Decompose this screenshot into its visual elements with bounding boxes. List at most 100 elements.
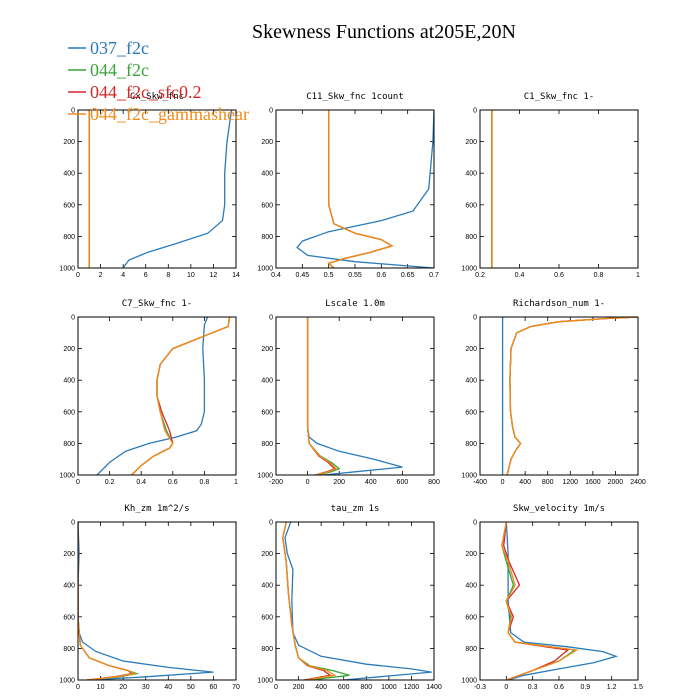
x-tick-label: 14 [232,272,240,279]
y-tick-label: 600 [63,614,75,621]
x-tick-label: 200 [293,684,305,691]
y-tick-label: 1000 [59,473,75,480]
x-tick-label: 600 [338,684,350,691]
panel-9: Skw_velocity 1m/s 0 200 400 600 800 1000-0.3 0 0… [461,504,643,691]
y-tick-label: 200 [465,551,477,558]
x-tick-label: -0.3 [474,684,486,691]
x-tick-label: 2 [99,272,103,279]
x-tick-label: 0.6 [554,684,564,691]
x-tick-label: 2400 [630,479,646,486]
x-tick-label: 4 [121,272,125,279]
legend-label: 037_f2c [90,38,149,58]
x-tick-label: 0 [501,479,505,486]
panel-title: C1_Skw_fnc 1- [524,92,594,102]
panel-title: Richardson_num 1- [513,299,605,309]
x-tick-label: 400 [519,479,531,486]
series-line-044-f2c [506,317,638,475]
panel-title: Skw_velocity 1m/s [513,504,605,514]
y-tick-label: 600 [261,202,273,209]
series-line-037-f2c [96,317,209,475]
plot-frame [275,521,435,681]
y-tick-label: 0 [473,520,477,527]
legend-label: 044_f2c [90,60,149,80]
x-tick-label: 0.55 [348,272,362,279]
x-tick-label: 2000 [608,479,624,486]
x-tick-label: 0.6 [554,272,564,279]
plot-frame [77,316,237,476]
series-line-044-f2c-gammashear [327,110,394,268]
y-tick-label: 200 [261,551,273,558]
x-tick-label: 8 [166,272,170,279]
y-tick-label: 400 [63,378,75,385]
y-tick-label: 800 [465,234,477,241]
x-tick-label: 0.4 [136,479,146,486]
x-tick-label: 0.6 [168,479,178,486]
x-tick-label: 0 [504,684,508,691]
y-tick-label: 200 [63,346,75,353]
y-tick-label: 800 [261,234,273,241]
y-tick-label: 200 [465,346,477,353]
y-tick-label: 800 [63,234,75,241]
x-tick-label: 1200 [562,479,578,486]
x-tick-label: 400 [365,479,377,486]
series-line-037-f2c [78,522,214,680]
panel-5: Lscale 1.0m 0 200 400 600 800 1000-200 0 200 400 6… [257,299,440,486]
x-tick-label: 200 [333,479,345,486]
plot-frame [479,109,639,269]
y-tick-label: 1000 [59,266,75,273]
y-tick-label: 200 [465,139,477,146]
y-tick-label: 800 [261,441,273,448]
plot-frame [77,521,237,681]
y-tick-label: 600 [261,614,273,621]
x-tick-label: 0.8 [594,272,604,279]
y-tick-label: 400 [261,171,273,178]
x-tick-label: 1400 [426,684,442,691]
x-tick-label: 1 [636,272,640,279]
legend-label: 044_f2c_sfc0.2 [90,82,201,102]
plot-frame [479,521,639,681]
x-tick-label: 1000 [381,684,397,691]
y-tick-label: 800 [465,441,477,448]
legend-label: 044_f2c_gammashear [90,104,249,124]
series-line-044-f2c [327,110,394,268]
y-tick-label: 0 [269,520,273,527]
series-line-044-f2c [501,522,577,680]
y-tick-label: 1000 [257,266,273,273]
x-tick-label: 12 [210,272,218,279]
y-tick-label: 600 [63,202,75,209]
panel-title: Kh_zm 1m^2/s [124,504,189,514]
x-tick-label: 800 [428,479,440,486]
x-tick-label: 0 [76,684,80,691]
series-line-037-f2c [122,110,233,268]
y-tick-label: 800 [465,646,477,653]
series-line-044-f2c [78,522,140,680]
x-tick-label: 50 [187,684,195,691]
series-line-044-f2c-sfc0-2 [306,317,336,475]
plot-frame [479,316,639,476]
series-line-037-f2c [306,317,403,475]
series-line-044-f2c-sfc0-2 [503,522,570,680]
x-tick-label: 0.65 [401,272,415,279]
y-tick-label: 400 [465,171,477,178]
x-tick-label: 0 [274,684,278,691]
x-tick-label: 60 [210,684,218,691]
y-tick-label: 1000 [461,678,477,685]
x-tick-label: 600 [397,479,409,486]
y-tick-label: 0 [473,108,477,115]
series-line-037-f2c [296,110,434,268]
x-tick-label: 0.8 [200,479,210,486]
x-tick-label: 0.6 [376,272,386,279]
x-tick-label: 0.5 [324,272,334,279]
x-tick-label: 70 [232,684,240,691]
x-tick-label: 10 [97,684,105,691]
series-line-037-f2c [505,522,619,680]
x-tick-label: 0.2 [475,272,485,279]
y-tick-label: 0 [473,315,477,322]
y-tick-label: 400 [465,378,477,385]
y-tick-label: 0 [269,315,273,322]
